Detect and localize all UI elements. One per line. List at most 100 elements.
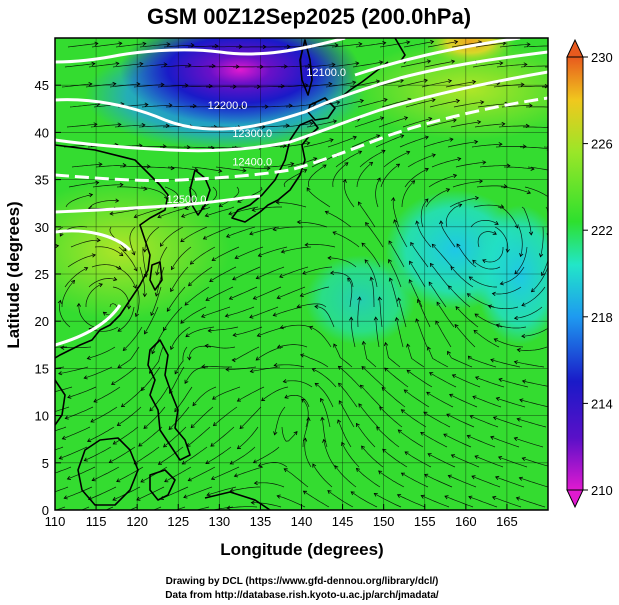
streamline <box>205 206 235 217</box>
streamline-arrowhead <box>364 259 369 264</box>
streamline <box>475 376 505 388</box>
streamline-arrowhead <box>528 231 534 236</box>
streamline <box>279 266 309 278</box>
streamline-arrowhead <box>232 84 237 89</box>
y-tick-label: 40 <box>35 125 49 140</box>
streamline-arrowhead <box>383 341 389 347</box>
colorbar-tick-label: 222 <box>591 223 613 238</box>
streamline-arrowhead <box>55 243 60 249</box>
streamline <box>453 101 484 108</box>
streamline <box>361 366 385 388</box>
streamline <box>59 446 88 459</box>
streamline-arrowhead <box>447 350 451 355</box>
streamline <box>87 346 116 359</box>
streamline-arrowhead <box>521 457 526 462</box>
streamline <box>55 486 69 493</box>
streamline-arrowhead <box>498 142 503 147</box>
streamline-arrowhead <box>447 474 452 479</box>
streamline <box>468 496 498 508</box>
streamline-arrowhead <box>322 438 327 443</box>
streamline <box>273 226 304 231</box>
streamline <box>370 277 375 307</box>
streamline <box>174 346 188 374</box>
streamline-arrowhead <box>334 465 339 470</box>
streamline <box>409 261 426 288</box>
contour-12500 <box>55 194 261 214</box>
streamline <box>470 415 499 428</box>
streamline-arrowhead <box>516 417 521 422</box>
streamline-arrowhead <box>301 398 306 403</box>
streamline-arrowhead <box>83 457 88 462</box>
contour-label: 12500.0 <box>167 194 207 206</box>
streamline <box>277 495 306 508</box>
streamline-arrowhead <box>499 281 504 286</box>
streamline-arrowhead <box>411 180 416 185</box>
streamline <box>228 206 259 215</box>
streamline <box>420 198 429 228</box>
streamline <box>520 65 548 68</box>
streamline-arrowhead <box>174 408 179 413</box>
streamline-arrowhead <box>342 178 347 184</box>
streamline-arrowhead <box>302 437 308 442</box>
streamline <box>277 84 308 88</box>
streamline-arrowhead <box>134 312 139 318</box>
plot-area: 12100.0 12200.0 12300.0 12400.0 12500.0 <box>55 38 548 510</box>
y-axis: 0 5 10 15 20 25 30 35 40 45 <box>35 78 61 518</box>
streamline <box>55 366 65 369</box>
streamline-arrowhead <box>309 121 314 126</box>
streamline <box>55 406 70 412</box>
streamline <box>237 386 265 402</box>
streamline-arrowhead <box>142 248 148 253</box>
streamline <box>88 486 117 500</box>
x-tick-label: 145 <box>332 514 354 529</box>
streamline-arrowhead <box>250 500 255 505</box>
streamline-arrowhead <box>283 64 288 69</box>
streamline-arrowhead <box>249 314 254 319</box>
streamline-arrowhead <box>513 315 519 321</box>
streamline <box>65 406 94 419</box>
colorbar: 210 214 218 222 226 230 <box>566 38 613 509</box>
streamline <box>388 240 405 268</box>
streamline-arrowhead <box>447 79 453 84</box>
streamline-arrowhead <box>180 213 186 218</box>
streamline <box>444 495 474 508</box>
streamline <box>312 463 333 488</box>
streamline <box>320 398 331 428</box>
streamline <box>468 355 497 368</box>
streamline-arrowhead <box>102 311 107 316</box>
streamline <box>303 490 330 508</box>
streamline-arrowhead <box>192 402 197 407</box>
streamline <box>144 226 160 252</box>
streamline-arrowhead <box>163 62 168 67</box>
streamline <box>261 105 293 108</box>
coastline-sakhalin <box>299 39 313 96</box>
streamline-arrowhead <box>303 169 308 173</box>
streamline <box>494 226 509 253</box>
streamline-arrowhead <box>452 173 458 178</box>
streamline-arrowhead <box>355 422 360 428</box>
streamline-arrowhead <box>472 259 477 264</box>
streamline-arrowhead <box>381 386 386 392</box>
streamline <box>168 406 190 430</box>
streamline <box>91 42 122 48</box>
streamline-arrowhead <box>242 168 247 173</box>
streamline <box>443 433 472 448</box>
streamline <box>429 372 457 388</box>
streamline <box>378 117 408 128</box>
streamline <box>314 383 334 408</box>
streamline <box>410 242 429 268</box>
streamline <box>254 482 285 488</box>
streamline <box>110 206 139 215</box>
streamline <box>382 449 408 468</box>
streamline <box>304 438 312 468</box>
coastline-taiwan <box>149 261 163 291</box>
streamline-arrowhead <box>302 270 307 275</box>
streamline-arrowhead <box>399 78 404 83</box>
colorbar-tick-label: 210 <box>591 483 613 498</box>
streamline-arrowhead <box>457 157 462 162</box>
streamline <box>430 263 450 288</box>
streamline <box>401 409 427 428</box>
contour-label: 12200.0 <box>208 100 248 112</box>
streamline <box>203 226 232 240</box>
streamline-arrowhead <box>344 162 349 167</box>
